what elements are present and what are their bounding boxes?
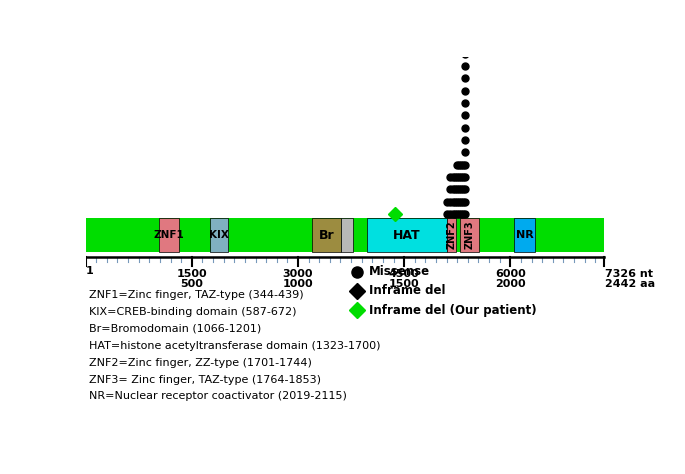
Text: 3000: 3000	[283, 269, 313, 279]
Text: 6000: 6000	[495, 269, 525, 279]
Text: ZNF1: ZNF1	[153, 230, 184, 240]
Bar	[159, 218, 179, 253]
Bar	[340, 218, 353, 253]
Text: HAT=histone acetyltransferase domain (1323-1700): HAT=histone acetyltransferase domain (13…	[89, 341, 380, 351]
Text: 2442 aa: 2442 aa	[606, 279, 656, 289]
Text: Missense: Missense	[369, 265, 430, 278]
Text: KIX=CREB-binding domain (587-672): KIX=CREB-binding domain (587-672)	[89, 307, 297, 317]
Bar	[514, 218, 535, 253]
Text: 1500: 1500	[177, 269, 207, 279]
Text: 7326 nt: 7326 nt	[606, 269, 653, 279]
Text: Br: Br	[319, 228, 334, 242]
Text: Br=Bromodomain (1066-1201): Br=Bromodomain (1066-1201)	[89, 324, 261, 334]
Bar	[312, 218, 340, 253]
Text: ZNF3= Zinc finger, TAZ-type (1764-1853): ZNF3= Zinc finger, TAZ-type (1764-1853)	[89, 374, 321, 384]
Text: Inframe del: Inframe del	[369, 284, 446, 298]
Bar	[447, 218, 456, 253]
Bar	[366, 218, 447, 253]
Text: ZNF2=Zinc finger, ZZ-type (1701-1744): ZNF2=Zinc finger, ZZ-type (1701-1744)	[89, 357, 312, 367]
Text: ZNF3: ZNF3	[464, 221, 475, 249]
Text: HAT: HAT	[393, 228, 421, 242]
Bar	[210, 218, 228, 253]
Text: KIX: KIX	[210, 230, 229, 240]
Text: 1000: 1000	[283, 279, 313, 289]
Text: 4500: 4500	[389, 269, 419, 279]
Bar	[86, 218, 604, 253]
Text: ZNF2: ZNF2	[447, 221, 456, 249]
Text: 500: 500	[180, 279, 203, 289]
Text: 1: 1	[86, 266, 93, 276]
Bar	[460, 218, 479, 253]
Text: ZNF1=Zinc finger, TAZ-type (344-439): ZNF1=Zinc finger, TAZ-type (344-439)	[89, 290, 303, 300]
Text: 2000: 2000	[495, 279, 525, 289]
Text: NR: NR	[516, 230, 534, 240]
Text: Inframe del (Our patient): Inframe del (Our patient)	[369, 304, 537, 317]
Text: 1500: 1500	[389, 279, 419, 289]
Text: NR=Nuclear receptor coactivator (2019-2115): NR=Nuclear receptor coactivator (2019-21…	[89, 392, 347, 401]
